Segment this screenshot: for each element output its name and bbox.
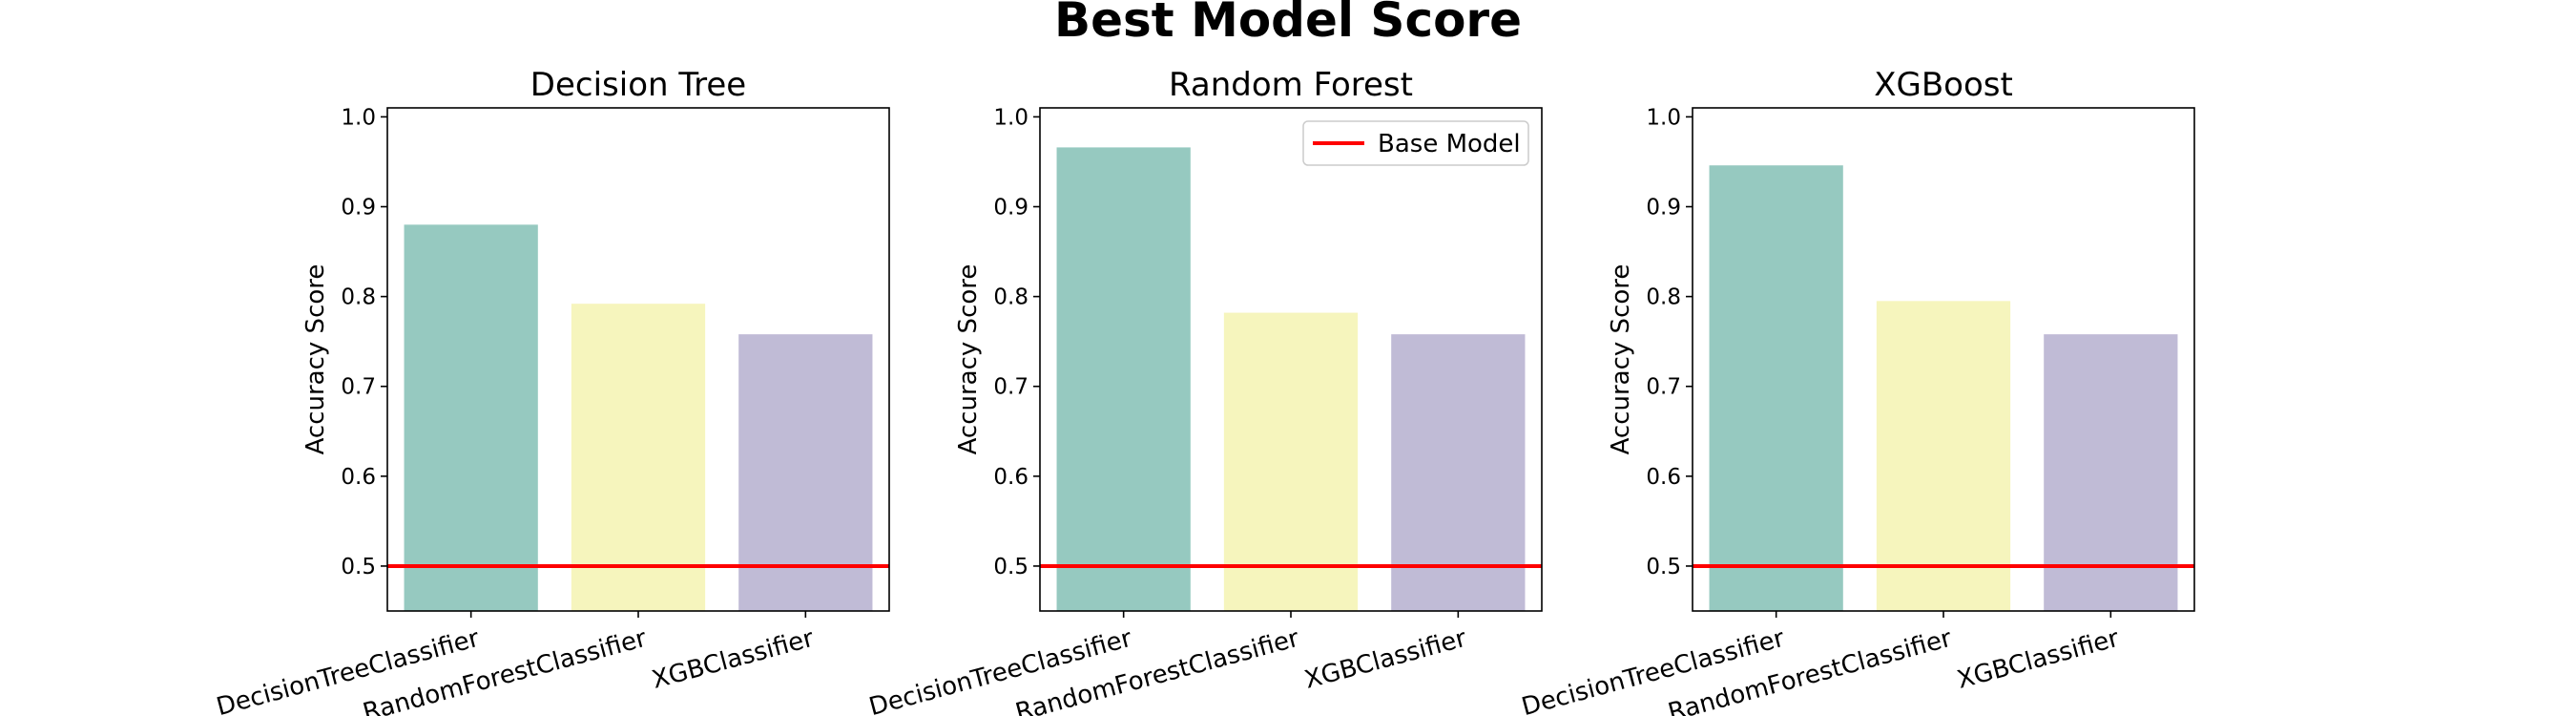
bar-RandomForestClassifier xyxy=(571,304,706,611)
y-tick-label: 0.9 xyxy=(341,196,376,221)
y-tick-label: 0.8 xyxy=(993,285,1028,310)
y-tick-label: 0.5 xyxy=(1646,555,1681,579)
y-tick-label: 0.5 xyxy=(341,555,376,579)
legend-label: Base Model xyxy=(1378,130,1521,158)
figure-title: Best Model Score xyxy=(1054,0,1522,48)
bar-RandomForestClassifier xyxy=(1223,312,1359,611)
chart-panel-1: Random Forest 0.5 0.6 0.7 0.8 0.9 1.0 Accuracy … xyxy=(866,66,1543,716)
y-axis-label: Accuracy Score xyxy=(1607,264,1635,455)
y-tick-label: 0.6 xyxy=(341,465,376,490)
chart-panel-0: Decision Tree 0.5 0.6 0.7 0.8 0.9 1.0 Accuracy … xyxy=(214,66,890,716)
y-tick-label: 0.9 xyxy=(1646,196,1681,221)
bar-RandomForestClassifier xyxy=(1876,301,2011,611)
bar-XGBClassifier xyxy=(2044,334,2178,611)
y-axis-label: Accuracy Score xyxy=(954,264,983,455)
y-tick-label: 0.5 xyxy=(993,555,1028,579)
bar-DecisionTreeClassifier xyxy=(404,224,538,611)
panel-title: XGBoost xyxy=(1874,66,2013,104)
panel-title: Random Forest xyxy=(1169,66,1413,104)
legend: Base Model xyxy=(1302,120,1529,166)
y-tick-label: 0.7 xyxy=(1646,375,1681,400)
y-tick-label: 0.6 xyxy=(1646,465,1681,490)
y-axis-label: Accuracy Score xyxy=(301,264,330,455)
y-tick-label: 0.6 xyxy=(993,465,1028,490)
y-tick-label: 0.8 xyxy=(1646,285,1681,310)
bar-DecisionTreeClassifier xyxy=(1056,147,1191,611)
x-tick-label: XGBClassifier xyxy=(1301,624,1469,695)
legend-box xyxy=(1302,120,1529,166)
y-tick-label: 1.0 xyxy=(993,105,1028,130)
bar-XGBClassifier xyxy=(1391,334,1526,611)
y-tick-label: 0.9 xyxy=(993,196,1028,221)
y-tick-label: 0.7 xyxy=(993,375,1028,400)
bar-DecisionTreeClassifier xyxy=(1709,165,1843,611)
y-tick-label: 1.0 xyxy=(341,105,376,130)
y-tick-label: 0.7 xyxy=(341,375,376,400)
panel-title: Decision Tree xyxy=(530,66,746,104)
y-tick-label: 0.8 xyxy=(341,285,376,310)
y-tick-label: 1.0 xyxy=(1646,105,1681,130)
x-tick-label: XGBClassifier xyxy=(1954,624,2122,695)
chart-panels: Decision Tree 0.5 0.6 0.7 0.8 0.9 1.0 Accuracy … xyxy=(214,66,2195,716)
bar-XGBClassifier xyxy=(738,334,873,611)
x-tick-label: XGBClassifier xyxy=(649,624,817,695)
